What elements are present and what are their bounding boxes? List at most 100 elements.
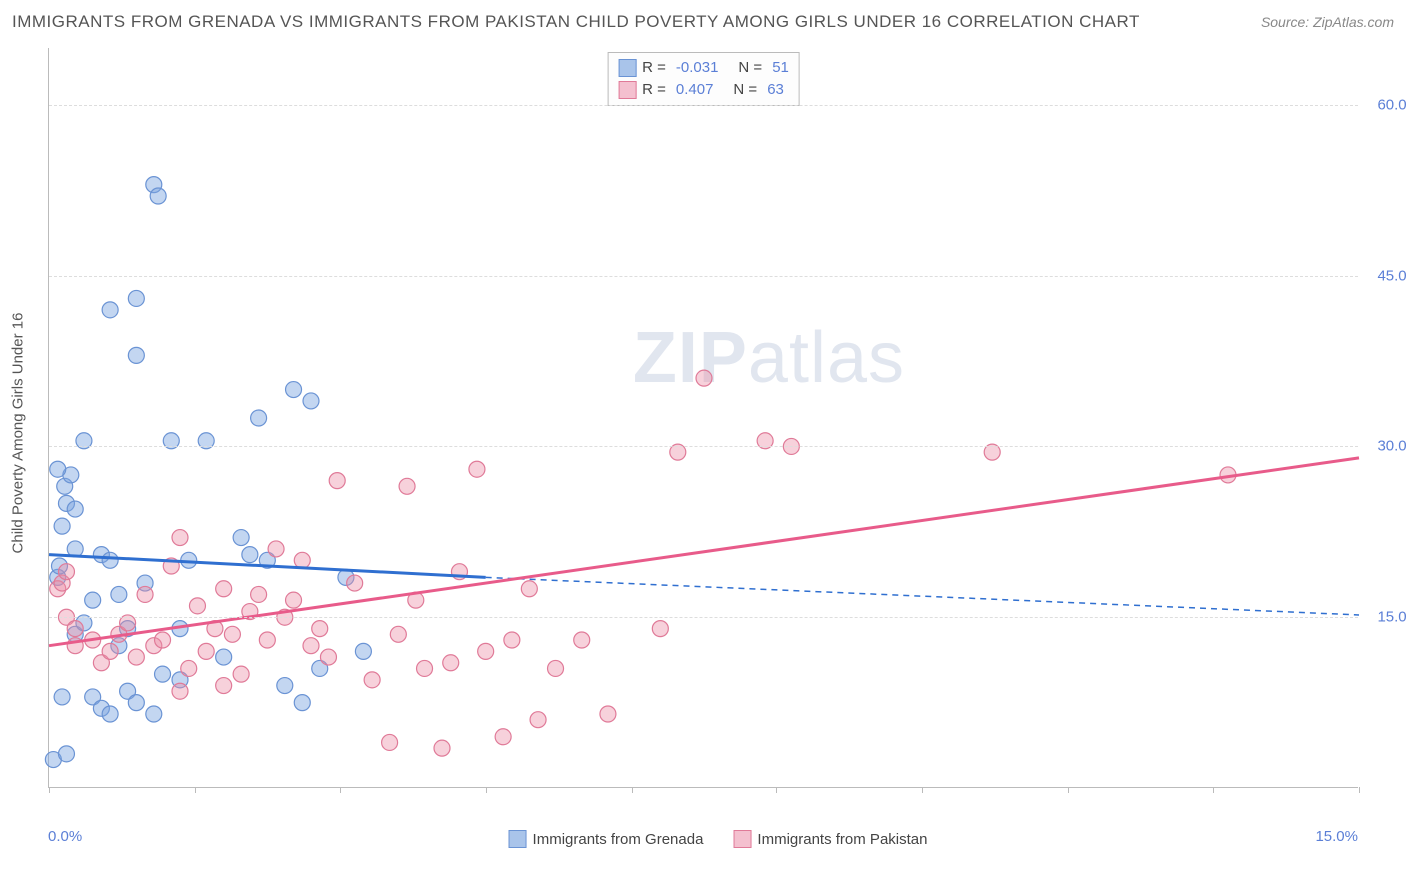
scatter-point xyxy=(172,530,188,546)
scatter-point xyxy=(521,581,537,597)
x-tick xyxy=(922,787,923,793)
scatter-point xyxy=(600,706,616,722)
scatter-point xyxy=(146,706,162,722)
scatter-point xyxy=(233,530,249,546)
x-tick xyxy=(1213,787,1214,793)
scatter-point xyxy=(216,678,232,694)
scatter-point xyxy=(347,575,363,591)
correlation-legend: R =-0.031N =51R =0.407N =63 xyxy=(607,52,800,106)
scatter-point xyxy=(443,655,459,671)
scatter-point xyxy=(303,638,319,654)
x-tick xyxy=(632,787,633,793)
legend-n-label: N = xyxy=(733,79,757,101)
scatter-point xyxy=(137,586,153,602)
grid-line xyxy=(49,617,1358,618)
scatter-point xyxy=(312,621,328,637)
legend-item: Immigrants from Pakistan xyxy=(733,830,927,848)
scatter-point xyxy=(251,586,267,602)
scatter-point xyxy=(58,564,74,580)
legend-n-label: N = xyxy=(738,57,762,79)
scatter-point xyxy=(286,382,302,398)
x-tick-label: 15.0% xyxy=(1315,828,1358,845)
scatter-point xyxy=(294,695,310,711)
scatter-point xyxy=(574,632,590,648)
scatter-point xyxy=(382,734,398,750)
legend-stat-row: R = 0.407 N = 63 xyxy=(618,79,789,101)
scatter-point xyxy=(155,666,171,682)
scatter-point xyxy=(67,621,83,637)
legend-label: Immigrants from Grenada xyxy=(533,831,704,848)
scatter-point xyxy=(277,678,293,694)
scatter-point xyxy=(242,547,258,563)
y-tick-label: 30.0% xyxy=(1377,438,1406,455)
scatter-point xyxy=(504,632,520,648)
scatter-point xyxy=(233,666,249,682)
x-tick xyxy=(486,787,487,793)
legend-item: Immigrants from Grenada xyxy=(509,830,704,848)
plot-area: ZIPatlas R =-0.031N =51R =0.407N =63 15.… xyxy=(48,48,1358,788)
legend-n-value: 51 xyxy=(772,57,789,79)
series-legend: Immigrants from Grenada Immigrants from P… xyxy=(509,830,928,848)
source-attribution: Source: ZipAtlas.com xyxy=(1261,14,1394,30)
scatter-point xyxy=(478,643,494,659)
scatter-point xyxy=(102,706,118,722)
x-tick xyxy=(195,787,196,793)
x-tick xyxy=(340,787,341,793)
scatter-point xyxy=(172,683,188,699)
scatter-point xyxy=(128,290,144,306)
scatter-point xyxy=(150,188,166,204)
scatter-point xyxy=(251,410,267,426)
scatter-point xyxy=(155,632,171,648)
legend-n-value: 63 xyxy=(767,79,784,101)
source-prefix: Source: xyxy=(1261,14,1313,30)
legend-r-label: R = xyxy=(642,57,666,79)
scatter-point xyxy=(102,643,118,659)
legend-r-value: -0.031 xyxy=(676,57,719,79)
scatter-point xyxy=(58,746,74,762)
legend-swatch xyxy=(618,81,636,99)
y-tick-label: 15.0% xyxy=(1377,609,1406,626)
scatter-svg xyxy=(49,48,1359,788)
scatter-point xyxy=(303,393,319,409)
scatter-point xyxy=(54,689,70,705)
scatter-point xyxy=(102,552,118,568)
chart-title: IMMIGRANTS FROM GRENADA VS IMMIGRANTS FR… xyxy=(12,12,1140,32)
scatter-point xyxy=(530,712,546,728)
scatter-point xyxy=(329,473,345,489)
grid-line xyxy=(49,105,1358,106)
scatter-point xyxy=(355,643,371,659)
scatter-point xyxy=(696,370,712,386)
scatter-point xyxy=(54,518,70,534)
scatter-point xyxy=(364,672,380,688)
scatter-point xyxy=(469,461,485,477)
scatter-point xyxy=(390,626,406,642)
x-tick xyxy=(776,787,777,793)
scatter-point xyxy=(50,461,66,477)
x-tick-label: 0.0% xyxy=(48,828,82,845)
legend-label: Immigrants from Pakistan xyxy=(757,831,927,848)
header: IMMIGRANTS FROM GRENADA VS IMMIGRANTS FR… xyxy=(12,12,1394,32)
x-tick xyxy=(1359,787,1360,793)
chart-container: Child Poverty Among Girls Under 16 ZIPat… xyxy=(48,48,1388,818)
legend-swatch xyxy=(509,830,527,848)
scatter-point xyxy=(434,740,450,756)
scatter-point xyxy=(652,621,668,637)
scatter-point xyxy=(548,660,564,676)
scatter-point xyxy=(495,729,511,745)
regression-line-extrapolated xyxy=(486,577,1359,615)
scatter-point xyxy=(286,592,302,608)
legend-r-label: R = xyxy=(642,79,666,101)
scatter-point xyxy=(259,632,275,648)
y-tick-label: 45.0% xyxy=(1377,267,1406,284)
scatter-point xyxy=(189,598,205,614)
legend-r-value: 0.407 xyxy=(676,79,714,101)
scatter-point xyxy=(198,643,214,659)
x-tick xyxy=(49,787,50,793)
x-tick xyxy=(1068,787,1069,793)
grid-line xyxy=(49,276,1358,277)
legend-swatch xyxy=(618,59,636,77)
legend-stat-row: R = -0.031 N = 51 xyxy=(618,57,789,79)
scatter-point xyxy=(268,541,284,557)
scatter-point xyxy=(216,581,232,597)
y-tick-label: 60.0% xyxy=(1377,96,1406,113)
